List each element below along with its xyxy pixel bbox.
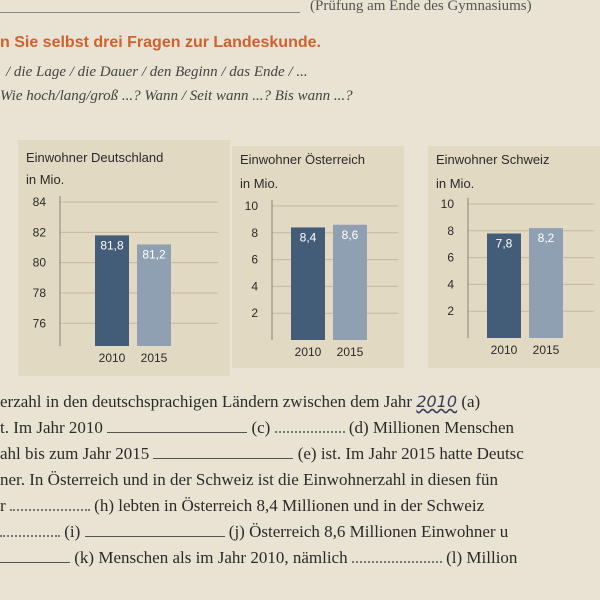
hint-line-2: Wie hoch/lang/groß ...? Wann / Seit wann… [0, 88, 353, 104]
data-label: 81,2 [142, 247, 166, 261]
y-axis-label: in Mio. [26, 172, 64, 187]
y-tick-label: 8 [447, 224, 454, 238]
top-line: (Prüfung am Ende des Gymnasiums) [0, 0, 600, 18]
exercise-text-4: ner. In Österreich und in der Schweiz is… [0, 470, 499, 489]
bar-2010 [291, 227, 325, 340]
y-tick-label: 84 [33, 195, 47, 209]
y-tick-label: 78 [33, 286, 47, 300]
y-axis-label: in Mio. [240, 176, 278, 191]
exercise-text-1a: erzahl in den deutschsprachigen Ländern … [0, 392, 413, 411]
answer-blank-j[interactable] [0, 561, 70, 563]
handwritten-answer: 2010 [416, 392, 458, 411]
data-label: 8,2 [538, 231, 555, 245]
exercise-text-3b: (e) ist. Im Jahr 2015 hatte Deutsc [297, 444, 524, 463]
chart-title: Einwohner Deutschland [26, 150, 163, 165]
chart-svg: Einwohner Schweiz in Mio. 2 4 6 8 10 7,8 2010 8,2… [436, 152, 594, 357]
hint-line-1: / die Lage / die Dauer / den Beginn / da… [6, 64, 308, 80]
exercise-text-2a: t. Im Jahr 2010 [0, 418, 103, 437]
answer-blank-d[interactable] [153, 457, 294, 459]
answer-blank-k[interactable] [351, 561, 442, 563]
chart-panel-schweiz: Einwohner Schweiz in Mio. 2 4 6 8 10 7,8 2010 8,2… [428, 146, 600, 368]
exercise-line-4: ner. In Österreich und in der Schweiz is… [0, 470, 498, 490]
exercise-text-7a: (k) Menschen als im Jahr 2010, nämlich [74, 548, 348, 567]
section-heading: n Sie selbst drei Fragen zur Landeskunde… [0, 34, 321, 51]
answer-blank-c[interactable] [274, 431, 345, 433]
answer-blank-g[interactable] [9, 509, 90, 511]
y-axis-label: in Mio. [436, 176, 474, 191]
exercise-line-1: erzahl in den deutschsprachigen Ländern … [0, 392, 480, 412]
exercise-line-5: r (h) lebten in Österreich 8,4 Millionen… [0, 496, 484, 516]
x-tick-label: 2015 [533, 343, 560, 357]
y-tick-label: 2 [447, 304, 454, 318]
exercise-text-2c: (d) Millionen Menschen [348, 418, 515, 437]
y-tick-label: 2 [251, 306, 258, 320]
exercise-text-2b: (c) [251, 418, 271, 437]
bar-2015 [137, 244, 171, 346]
x-tick-label: 2010 [99, 351, 126, 365]
y-tick-label: 4 [251, 279, 258, 293]
exercise-line-6: (i) (j) Österreich 8,6 Millionen Einwohn… [0, 522, 508, 542]
exercise-line-3: ahl bis zum Jahr 2015 (e) ist. Im Jahr 2… [0, 444, 524, 464]
exercise-text-5a: r [0, 496, 6, 515]
y-tick-label: 10 [245, 199, 259, 213]
exam-note: (Prüfung am Ende des Gymnasiums) [310, 0, 532, 14]
chart-panel-deutschland: Einwohner Deutschland in Mio. 76 78 80 82 84 81… [18, 140, 230, 376]
data-label: 8,6 [342, 228, 359, 242]
y-tick-label: 80 [33, 256, 47, 270]
answer-blank-b[interactable] [107, 431, 248, 433]
chart-panel-oesterreich: Einwohner Österreich in Mio. 2 4 6 8 10 8,4 2010… [232, 146, 404, 368]
y-tick-label: 76 [33, 316, 47, 330]
answer-rule [0, 12, 300, 13]
x-tick-label: 2010 [491, 343, 518, 357]
y-tick-label: 82 [33, 225, 47, 239]
chart-svg: Einwohner Deutschland in Mio. 76 78 80 82 84 81… [26, 150, 218, 365]
exercise-text-6a: (i) [64, 522, 81, 541]
data-label: 81,8 [100, 238, 124, 252]
x-tick-label: 2015 [337, 345, 364, 359]
data-label: 7,8 [496, 236, 513, 250]
exercise-text-3a: ahl bis zum Jahr 2015 [0, 444, 150, 463]
exercise-text-7b: (l) Million [446, 548, 518, 567]
bar-2015 [529, 228, 563, 338]
answer-blank-h[interactable] [0, 535, 60, 537]
x-tick-label: 2010 [295, 345, 322, 359]
exercise-text-1b: (a) [461, 392, 481, 411]
chart-title: Einwohner Österreich [240, 152, 365, 167]
bar-2010 [487, 233, 521, 338]
exercise-line-7: (k) Menschen als im Jahr 2010, nämlich (… [0, 548, 517, 568]
bar-2015 [333, 224, 367, 340]
exercise-text-5b: (h) lebten in Österreich 8,4 Millionen u… [94, 496, 485, 515]
chart-title: Einwohner Schweiz [436, 152, 549, 167]
exercise-text-6b: (j) Österreich 8,6 Millionen Einwohner u [228, 522, 509, 541]
answer-blank-i[interactable] [84, 535, 225, 537]
y-tick-label: 10 [441, 197, 455, 211]
y-tick-label: 8 [251, 226, 258, 240]
x-tick-label: 2015 [141, 351, 168, 365]
chart-svg: Einwohner Österreich in Mio. 2 4 6 8 10 8,4 2010… [240, 152, 398, 359]
bar-2010 [95, 235, 129, 346]
exercise-line-2: t. Im Jahr 2010 (c) (d) Millionen Mensch… [0, 418, 514, 438]
data-label: 8,4 [300, 230, 317, 244]
y-tick-label: 6 [251, 253, 258, 267]
y-tick-label: 4 [447, 277, 454, 291]
y-tick-label: 6 [447, 251, 454, 265]
